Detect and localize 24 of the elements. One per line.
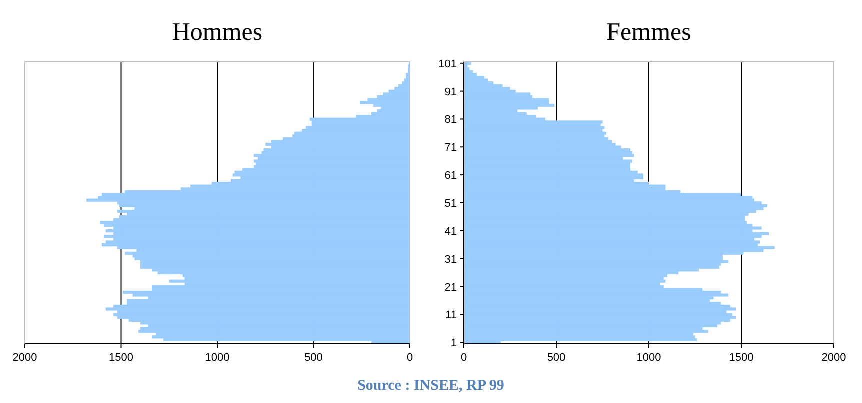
chart-title: Hommes <box>172 19 263 46</box>
y-tick-label: 71 <box>444 142 457 154</box>
x-tick-label: 500 <box>547 352 566 364</box>
chart-title: Femmes <box>606 19 692 46</box>
x-tick-label: 1000 <box>205 352 230 364</box>
x-tick-label: 1500 <box>729 352 754 364</box>
y-tick-label: 91 <box>444 86 457 98</box>
y-tick-label: 101 <box>438 58 457 70</box>
x-tick-label: 2000 <box>12 352 38 364</box>
x-tick-label: 0 <box>460 352 468 364</box>
y-tick-label: 51 <box>444 198 457 210</box>
y-tick-label: 11 <box>446 310 457 322</box>
y-tick-label: 41 <box>444 226 457 238</box>
y-tick-label: 31 <box>444 254 457 266</box>
y-tick-label: 61 <box>444 170 457 182</box>
x-tick-label: 500 <box>304 352 323 364</box>
y-tick-label: 21 <box>444 282 457 294</box>
x-tick-label: 1500 <box>109 352 134 364</box>
x-tick-label: 1000 <box>636 352 662 364</box>
y-tick-label: 81 <box>444 114 457 126</box>
y-tick-label: 1 <box>450 338 457 350</box>
x-tick-label: 0 <box>406 352 414 364</box>
source-note: Source : INSEE, RP 99 <box>358 378 504 394</box>
x-tick-label: 2000 <box>822 352 846 364</box>
